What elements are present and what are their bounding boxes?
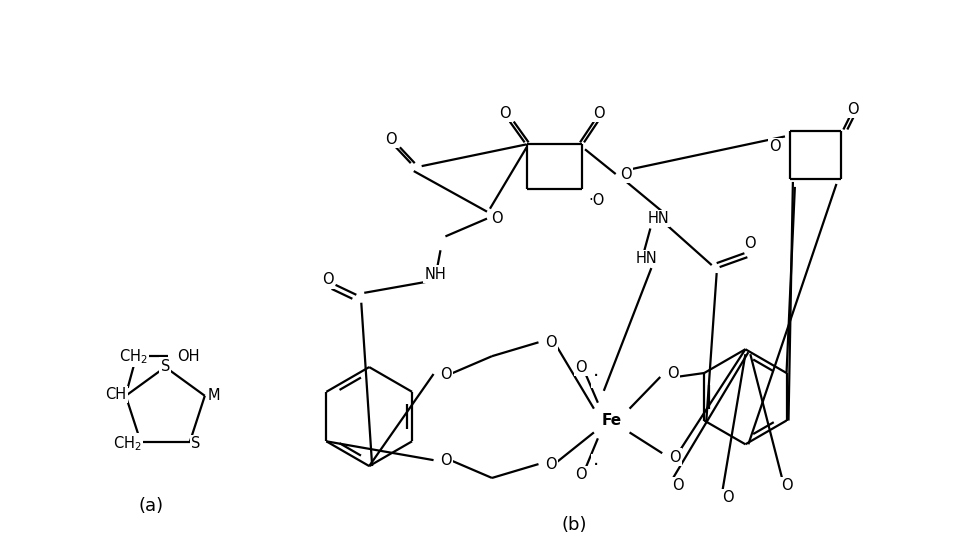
Text: CH$_2$: CH$_2$: [112, 434, 141, 453]
Text: HN: HN: [636, 251, 657, 266]
Text: Fe: Fe: [602, 413, 622, 428]
Text: O: O: [669, 450, 681, 465]
Text: O: O: [322, 273, 333, 288]
Text: CH: CH: [105, 388, 127, 402]
Text: ·: ·: [593, 368, 599, 386]
Text: S: S: [191, 436, 200, 451]
Text: ·O: ·O: [589, 193, 605, 208]
Text: O: O: [672, 479, 683, 493]
Text: ·: ·: [593, 455, 599, 475]
Text: S: S: [161, 359, 170, 374]
Text: HN: HN: [647, 211, 669, 226]
Text: O: O: [441, 453, 452, 468]
Text: NH: NH: [425, 267, 447, 282]
Text: O: O: [546, 335, 557, 350]
Text: O: O: [575, 359, 587, 375]
Text: O: O: [385, 132, 397, 147]
Text: CH$_2$: CH$_2$: [119, 347, 148, 365]
Text: O: O: [781, 479, 793, 493]
Text: M: M: [208, 388, 220, 404]
Text: O: O: [847, 102, 859, 117]
Text: O: O: [546, 457, 557, 471]
Text: O: O: [499, 106, 511, 121]
Text: O: O: [667, 365, 679, 380]
Text: O: O: [745, 236, 757, 251]
Text: OH: OH: [176, 349, 199, 364]
Text: O: O: [593, 106, 604, 121]
Text: (b): (b): [562, 517, 587, 534]
Text: O: O: [769, 139, 781, 154]
Text: O: O: [441, 367, 452, 381]
Text: O: O: [575, 468, 587, 482]
Text: O: O: [491, 211, 503, 226]
Text: O: O: [722, 490, 733, 505]
Text: O: O: [620, 167, 632, 182]
Text: (a): (a): [138, 497, 164, 514]
